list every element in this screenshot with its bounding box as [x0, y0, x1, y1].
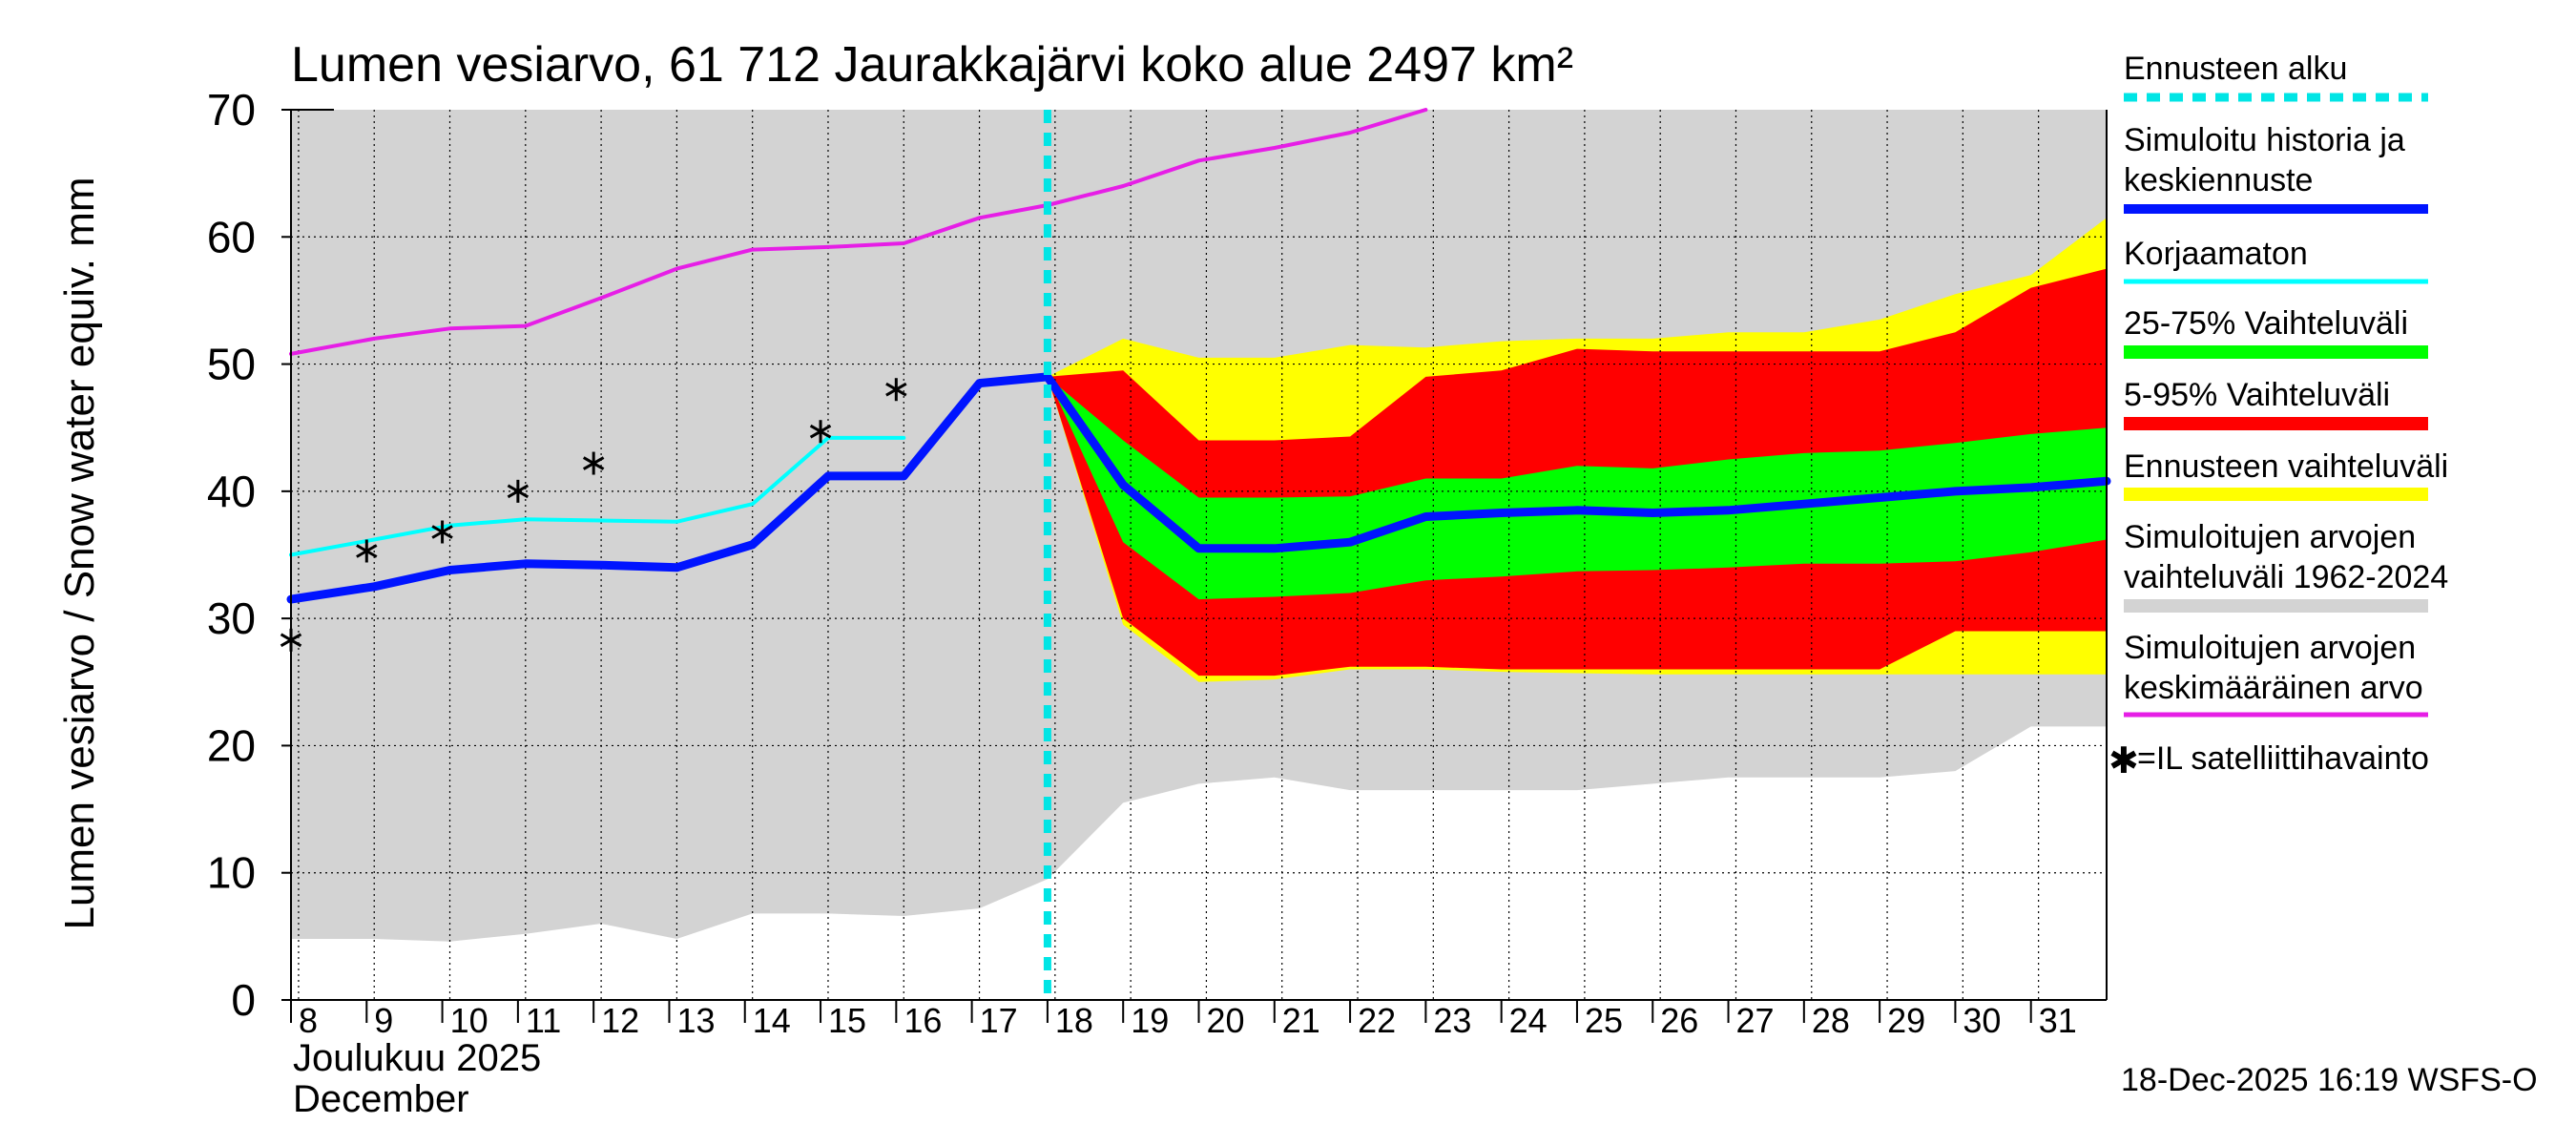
satellite-marker	[885, 378, 907, 402]
y-tick-label: 0	[231, 975, 256, 1025]
y-tick-label: 20	[207, 720, 256, 770]
satellite-marker-stroke	[507, 484, 530, 499]
satellite-marker-stroke	[582, 456, 605, 470]
x-tick-label: 14	[753, 1001, 791, 1040]
legend-mean-label-1: Simuloitujen arvojen	[2124, 630, 2416, 666]
x-tick-label: 16	[904, 1001, 942, 1040]
y-tick-label: 50	[207, 340, 256, 389]
x-tick-label: 30	[1963, 1001, 2001, 1040]
chart-title: Lumen vesiarvo, 61 712 Jaurakkajärvi kok…	[291, 37, 1573, 93]
x-tick-label: 15	[828, 1001, 866, 1040]
satellite-marker	[356, 539, 378, 563]
x-tick-label: 17	[980, 1001, 1018, 1040]
x-tick-label: 29	[1887, 1001, 1925, 1040]
legend-simulated-label-2: keskiennuste	[2124, 162, 2313, 198]
x-tick-label: 23	[1433, 1001, 1471, 1040]
legend-uncorrected-label: Korjaamaton	[2124, 236, 2308, 272]
x-tick-label: 21	[1282, 1001, 1320, 1040]
satellite-marker	[809, 420, 832, 444]
series-mean-1962-2024	[289, 108, 1428, 356]
legend-simulated-label-1: Simuloitu historia ja	[2124, 122, 2405, 158]
legend-satellite-label: =IL satelliittihavainto	[2137, 740, 2429, 777]
grid-layer	[291, 110, 2107, 1000]
satellite-marker-stroke	[885, 382, 907, 397]
y-tick-label: 10	[207, 848, 256, 898]
legend-forecast-range-label: Ennusteen vaihteluväli	[2124, 448, 2448, 485]
satellite-marker-stroke	[431, 525, 453, 539]
x-tick-label: 31	[2039, 1001, 2077, 1040]
satellite-marker	[431, 520, 453, 544]
month-label-en: December	[293, 1078, 469, 1120]
x-tick-label: 20	[1207, 1001, 1245, 1040]
x-tick-label: 10	[450, 1001, 488, 1040]
legend: Ennusteen alku Simuloitu historia ja kes…	[2109, 51, 2448, 781]
legend-p5-95-label: 5-95% Vaihteluväli	[2124, 377, 2390, 413]
legend-satellite-symbol: ✱	[2109, 741, 2139, 781]
line-layer	[280, 108, 2111, 1000]
y-tick-label: 30	[207, 593, 256, 643]
x-tick-label: 22	[1358, 1001, 1396, 1040]
y-tick-label: 60	[207, 212, 256, 261]
area-layer	[291, 110, 2107, 942]
tick-layer: 0 10 20 30 40 50 60 70 8 9 10 11 12 13 14 15 16 17 18 19 20 2…	[207, 85, 2077, 1040]
x-tick-label: 8	[299, 1001, 318, 1040]
month-label-fi: Joulukuu 2025	[293, 1037, 541, 1079]
series-uncorrected	[289, 435, 906, 557]
satellite-marker	[507, 479, 530, 503]
timestamp: 18-Dec-2025 16:19 WSFS-O	[2121, 1062, 2538, 1098]
satellite-marker	[582, 451, 605, 475]
legend-range-label-1: Simuloitujen arvojen	[2124, 519, 2416, 555]
x-tick-label: 11	[526, 1001, 561, 1040]
y-axis-label: Lumen vesiarvo / Snow water equiv. mm	[56, 177, 103, 929]
legend-forecast-start-label: Ennusteen alku	[2124, 51, 2347, 87]
x-tick-label: 26	[1660, 1001, 1698, 1040]
legend-mean-label-2: keskimääräinen arvo	[2124, 670, 2423, 706]
x-tick-label: 12	[601, 1001, 639, 1040]
x-tick-label: 25	[1585, 1001, 1623, 1040]
y-tick-label: 40	[207, 467, 256, 516]
x-tick-label: 24	[1509, 1001, 1548, 1040]
x-tick-label: 27	[1736, 1001, 1775, 1040]
x-tick-label: 19	[1131, 1001, 1169, 1040]
x-tick-label: 28	[1812, 1001, 1850, 1040]
x-tick-label: 18	[1055, 1001, 1093, 1040]
legend-p25-75-label: 25-75% Vaihteluväli	[2124, 305, 2408, 342]
satellite-marker-stroke	[356, 544, 378, 558]
series-simulated	[286, 372, 2111, 604]
x-tick-label: 13	[676, 1001, 715, 1040]
legend-range-label-2: vaihteluväli 1962-2024	[2124, 559, 2448, 595]
y-tick-label: 70	[207, 85, 256, 135]
x-tick-label: 9	[374, 1001, 393, 1040]
satellite-marker-stroke	[809, 424, 832, 439]
